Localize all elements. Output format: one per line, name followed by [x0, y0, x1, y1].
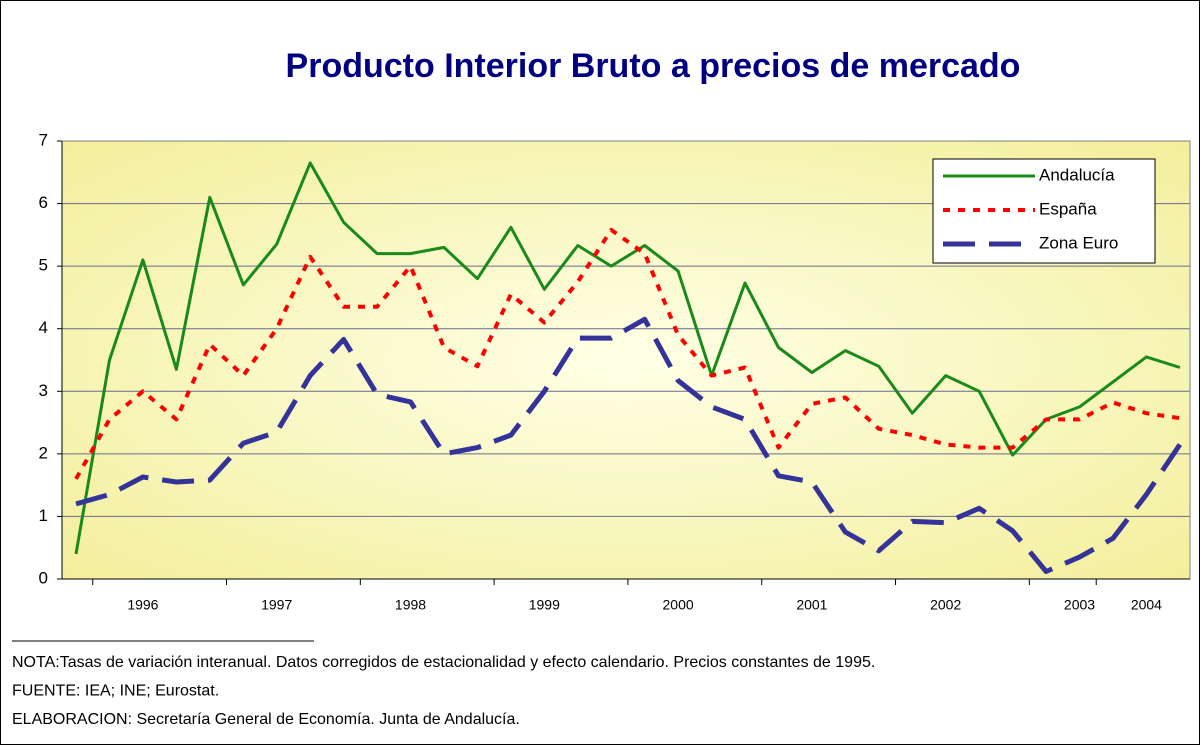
x-tick-label: 1998 [395, 597, 426, 613]
x-tick-label: 2001 [796, 597, 827, 613]
y-tick-label: 1 [39, 506, 48, 525]
series-line [75, 316, 1182, 574]
y-tick-label: 6 [39, 193, 48, 212]
y-tick-label: 0 [39, 568, 48, 587]
footnote: ELABORACION: Secretaría General de Econo… [12, 711, 520, 728]
chart-title: Producto Interior Bruto a precios de mer… [286, 47, 1021, 85]
series-line [74, 161, 1181, 555]
x-tick-label: 2003 [1064, 597, 1095, 613]
footnote: NOTA:Tasas de variación interanual. Dato… [12, 654, 875, 671]
y-tick-label: 2 [39, 443, 48, 462]
legend-label: Zona Euro [1039, 233, 1118, 252]
y-tick-label: 7 [39, 130, 48, 149]
footnote: FUENTE: IEA; INE; Eurostat. [12, 683, 219, 700]
x-tick-label: 1996 [127, 597, 158, 613]
series-line [74, 227, 1181, 480]
legend-label: España [1039, 199, 1097, 218]
y-tick-label: 4 [39, 318, 48, 337]
x-tick-label: 2002 [930, 597, 961, 613]
x-tick-label: 1997 [261, 597, 292, 613]
x-tick-label: 1999 [529, 597, 560, 613]
legend-label: Andalucía [1039, 165, 1115, 184]
y-tick-label: 3 [39, 381, 48, 400]
x-tick-label: 2000 [663, 597, 694, 613]
y-tick-label: 5 [39, 256, 48, 275]
x-tick-label: 2004 [1131, 597, 1162, 613]
